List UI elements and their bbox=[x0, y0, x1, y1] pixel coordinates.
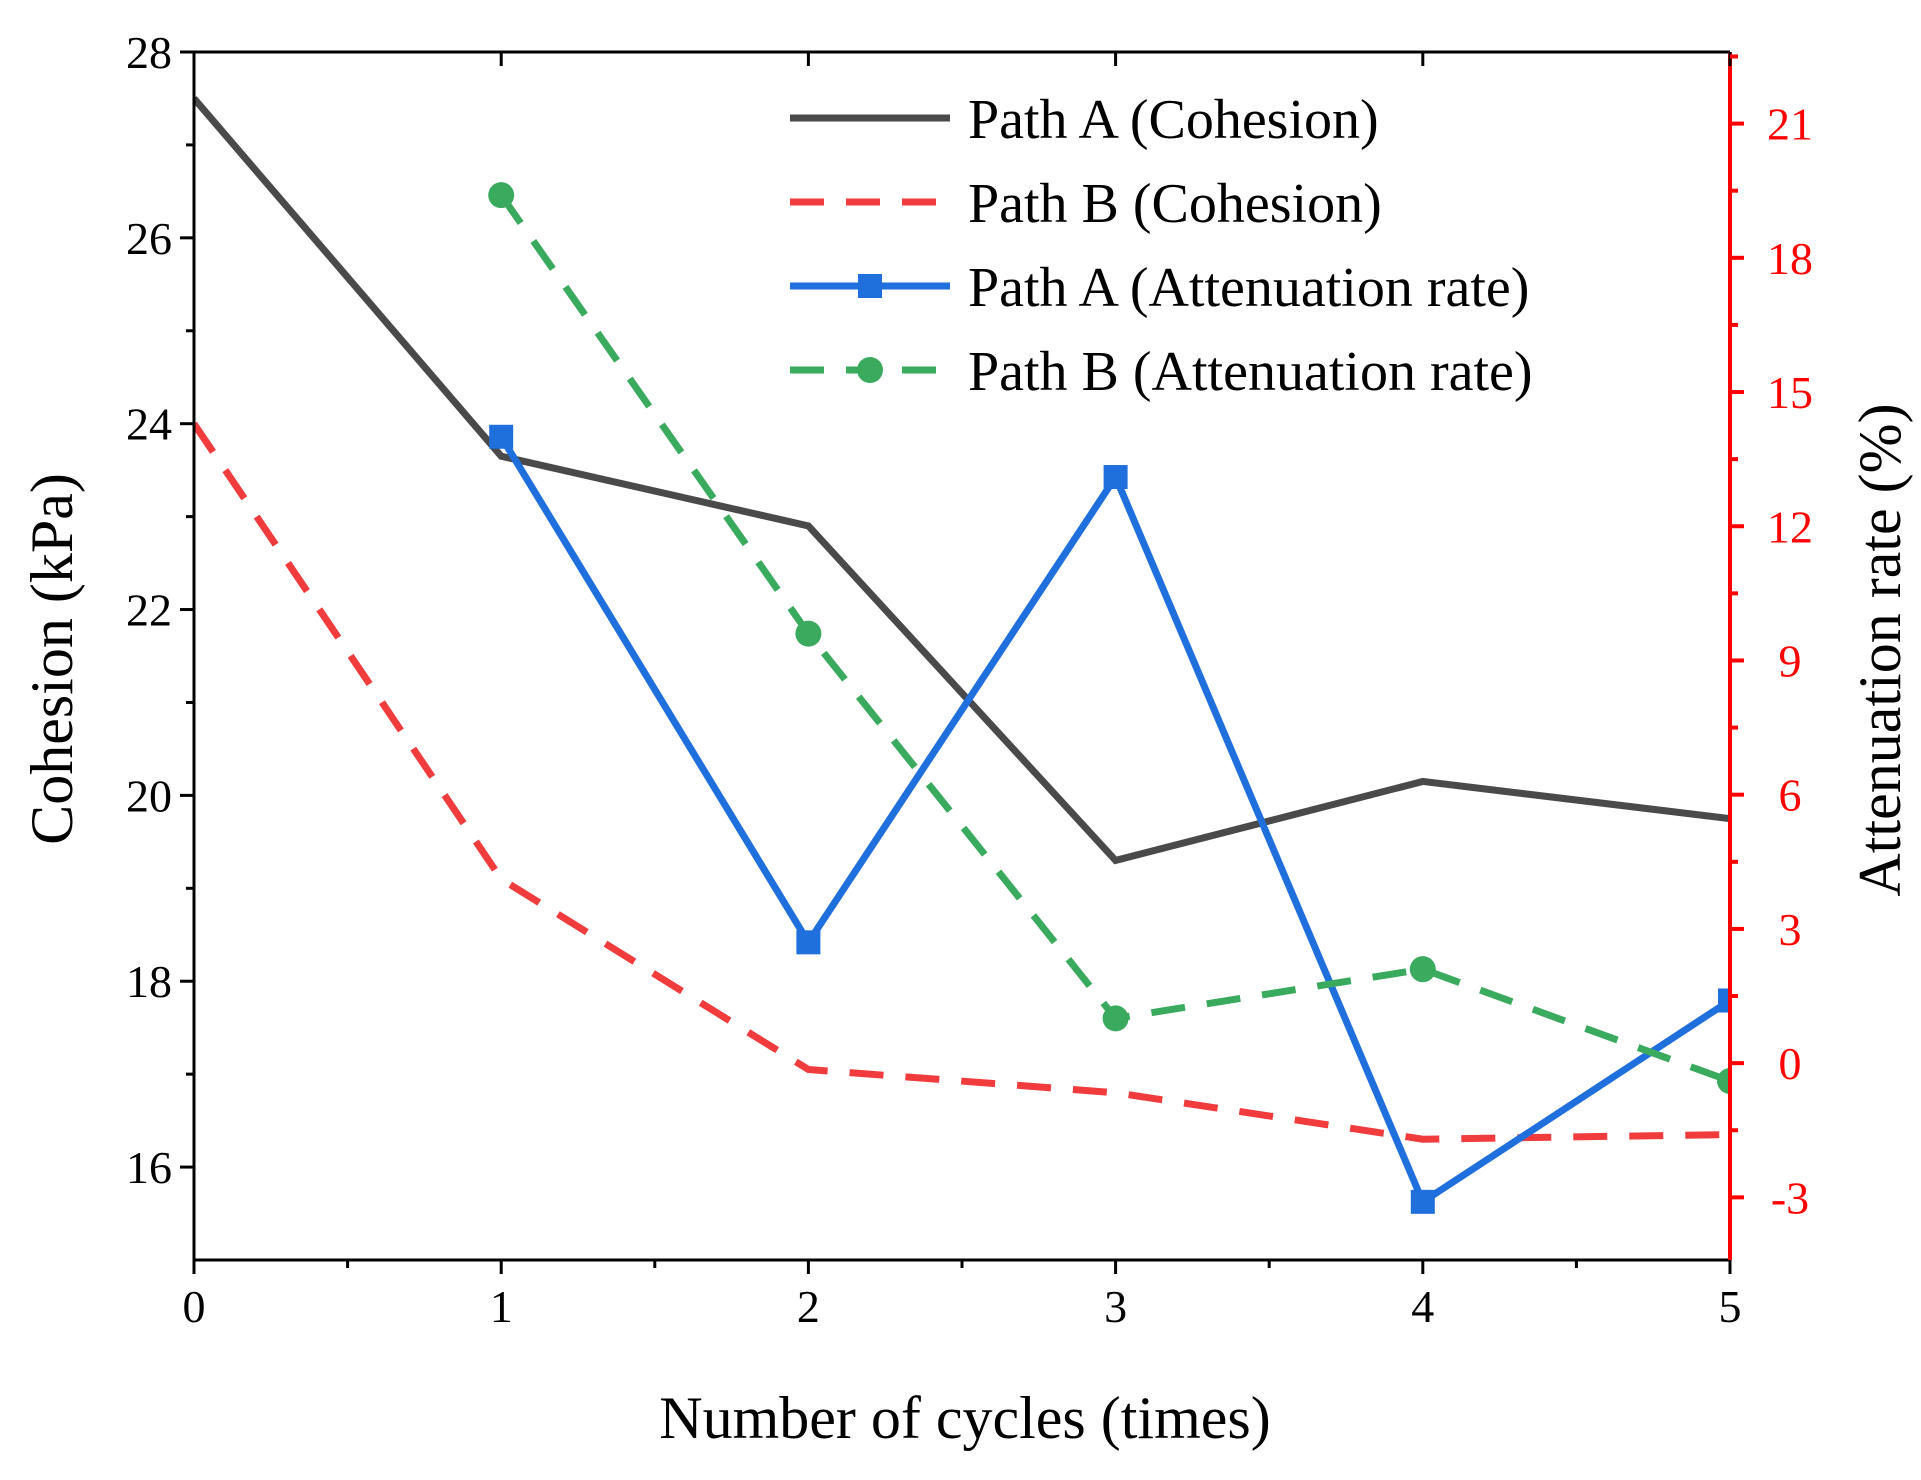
data-point-marker bbox=[1102, 1005, 1129, 1032]
legend-marker bbox=[858, 274, 882, 298]
data-point-marker bbox=[1718, 988, 1730, 1013]
y-left-tick-label: 24 bbox=[126, 399, 172, 450]
data-point-marker bbox=[488, 182, 515, 209]
y-left-tick-label: 18 bbox=[126, 956, 172, 1007]
y-right-tick-label: -3 bbox=[1771, 1172, 1809, 1223]
x-tick-label: 4 bbox=[1411, 1281, 1434, 1332]
legend-label: Path A (Cohesion) bbox=[968, 89, 1379, 151]
data-point-marker bbox=[795, 620, 822, 647]
y-left-tick-label: 28 bbox=[126, 27, 172, 78]
x-tick-label: 5 bbox=[1719, 1281, 1742, 1332]
x-tick-label: 2 bbox=[797, 1281, 820, 1332]
y-right-tick-label: 3 bbox=[1779, 904, 1802, 955]
legend: Path A (Cohesion) Path B (Cohesion) Path A… bbox=[790, 89, 1533, 403]
data-point-marker bbox=[1410, 1189, 1435, 1214]
legend-marker bbox=[857, 357, 883, 383]
y-left-tick-label: 16 bbox=[126, 1142, 172, 1193]
plot-area bbox=[192, 50, 1732, 1262]
y-left-tick-label: 22 bbox=[126, 585, 172, 636]
series-1 bbox=[194, 96, 1730, 865]
series-line bbox=[498, 434, 1730, 1208]
series-3 bbox=[489, 424, 1730, 1214]
y-left-axis-title: Cohesion (kPa) bbox=[19, 473, 85, 845]
y-right-tick-label: 6 bbox=[1779, 770, 1802, 821]
y-right-tick-label: 9 bbox=[1779, 635, 1802, 686]
data-point-marker bbox=[796, 930, 821, 955]
y-right-tick-label: 18 bbox=[1767, 233, 1813, 284]
data-point-marker bbox=[1717, 1068, 1730, 1095]
y-left-tick-label: 26 bbox=[126, 213, 172, 264]
legend-label: Path B (Cohesion) bbox=[968, 173, 1382, 235]
data-point-marker bbox=[1103, 465, 1128, 490]
series-2 bbox=[194, 421, 1730, 1143]
x-axis-title: Number of cycles (times) bbox=[659, 1385, 1270, 1451]
y-left-tick-label: 20 bbox=[126, 770, 172, 821]
legend-label: Path A (Attenuation rate) bbox=[968, 257, 1529, 319]
series-line bbox=[498, 193, 1730, 1085]
data-point-marker bbox=[489, 424, 514, 449]
legend-item-4: Path B (Attenuation rate) bbox=[790, 341, 1533, 403]
legend-item-2: Path B (Cohesion) bbox=[790, 173, 1382, 235]
series-line bbox=[194, 96, 1730, 865]
y-right-tick-label: 0 bbox=[1779, 1038, 1802, 1089]
legend-label: Path B (Attenuation rate) bbox=[968, 341, 1533, 403]
x-tick-label: 1 bbox=[490, 1281, 513, 1332]
series-line bbox=[194, 421, 1730, 1143]
y-right-tick-label: 12 bbox=[1767, 501, 1813, 552]
legend-item-3: Path A (Attenuation rate) bbox=[790, 257, 1529, 319]
series-4 bbox=[488, 182, 1730, 1095]
y-right-axis-title: Attenuation rate (%) bbox=[1847, 403, 1913, 896]
x-tick-label: 3 bbox=[1104, 1281, 1127, 1332]
x-tick-label: 0 bbox=[183, 1281, 206, 1332]
data-point-marker bbox=[1409, 956, 1436, 983]
legend-item-1: Path A (Cohesion) bbox=[790, 89, 1379, 151]
y-right-tick-label: 15 bbox=[1767, 367, 1813, 418]
series-layer bbox=[194, 96, 1730, 1214]
y-right-tick-label: 21 bbox=[1767, 99, 1813, 150]
